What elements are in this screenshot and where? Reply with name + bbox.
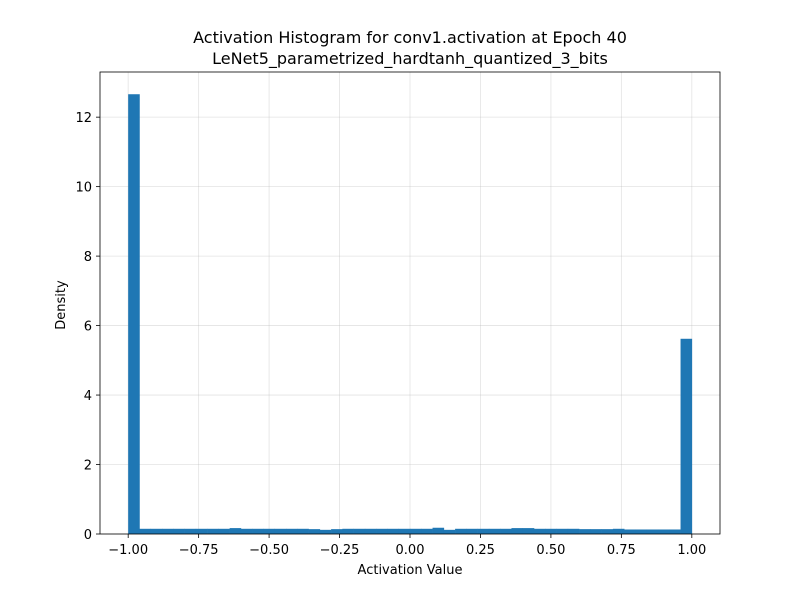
histogram-bar	[601, 529, 614, 534]
bars-layer	[128, 94, 693, 535]
histogram-bar	[173, 528, 185, 534]
y-tick-label: 8	[84, 250, 92, 265]
histogram-bar	[331, 529, 343, 534]
x-tick-label: −0.50	[249, 543, 289, 558]
chart-subtitle: LeNet5_parametrized_hardtanh_quantized_3…	[212, 49, 608, 69]
histogram-bar	[590, 529, 602, 534]
histogram-bar	[229, 528, 242, 534]
histogram-bar	[669, 529, 681, 534]
histogram-bar	[658, 529, 670, 534]
histogram-bar	[297, 528, 309, 534]
histogram-bar	[139, 528, 152, 534]
histogram-bar	[342, 528, 354, 534]
histogram-bar	[612, 528, 625, 534]
histogram-bar	[646, 529, 659, 534]
histogram-bar	[500, 528, 512, 534]
histogram-bar	[488, 528, 501, 534]
histogram-bar	[162, 528, 174, 534]
histogram-bar	[410, 528, 422, 534]
histogram-bar	[263, 528, 276, 534]
histogram-bar	[128, 94, 140, 535]
histogram-bar	[432, 527, 445, 534]
histogram-bar	[274, 528, 287, 534]
histogram-bar	[545, 528, 557, 534]
y-axis-label: Density	[54, 280, 69, 330]
histogram-bar	[635, 529, 648, 534]
y-tick-label: 10	[75, 181, 92, 196]
histogram-bar	[218, 528, 230, 534]
histogram-bar	[624, 529, 636, 534]
x-axis-label: Activation Value	[358, 563, 463, 578]
y-tick-label: 6	[84, 320, 92, 335]
histogram-bar	[398, 528, 411, 534]
x-tick-label: −0.75	[179, 543, 219, 558]
histogram-bar	[522, 528, 535, 534]
histogram-bar	[286, 528, 298, 534]
histogram-bar	[579, 529, 591, 534]
x-tick-label: 1.00	[677, 543, 706, 558]
histogram-bar	[184, 528, 197, 534]
histogram-bar	[680, 338, 693, 534]
y-tick-label: 12	[75, 111, 92, 126]
histogram-bar	[252, 528, 264, 534]
x-tick-label: 0.25	[466, 543, 495, 558]
histogram-bar	[511, 528, 524, 534]
histogram-bar	[466, 528, 478, 534]
histogram-bar	[240, 528, 253, 534]
x-tick-label: 0.75	[607, 543, 636, 558]
x-tick-label: 0.00	[396, 543, 425, 558]
x-tick-label: −1.00	[108, 543, 148, 558]
histogram-bar	[567, 528, 580, 534]
histogram-bar	[364, 528, 377, 534]
histogram-bar	[534, 528, 546, 534]
histogram-bar	[443, 529, 456, 534]
x-tick-label: 0.50	[536, 543, 565, 558]
chart-title: Activation Histogram for conv1.activatio…	[193, 28, 627, 47]
histogram-bar	[387, 528, 400, 534]
histogram-bar	[556, 528, 569, 534]
histogram-bar	[150, 528, 163, 534]
histogram-bar	[195, 528, 208, 534]
y-tick-label: 0	[84, 528, 92, 543]
histogram-bar	[477, 528, 490, 534]
histogram-bar	[207, 528, 219, 534]
histogram-bar	[319, 529, 332, 534]
x-tick-label: −0.25	[320, 543, 360, 558]
ticks-layer: −1.00 −0.75 −0.50 −0.25 0.00 0.25 0.50 0.75 1.00…	[75, 111, 706, 558]
grid-layer	[100, 72, 720, 535]
histogram-bar	[353, 528, 366, 534]
histogram-bar	[421, 528, 433, 534]
histogram-bar	[376, 528, 388, 534]
y-tick-label: 2	[84, 459, 92, 474]
histogram-bar	[308, 529, 321, 534]
histogram-bar	[455, 528, 467, 534]
y-tick-label: 4	[84, 389, 92, 404]
